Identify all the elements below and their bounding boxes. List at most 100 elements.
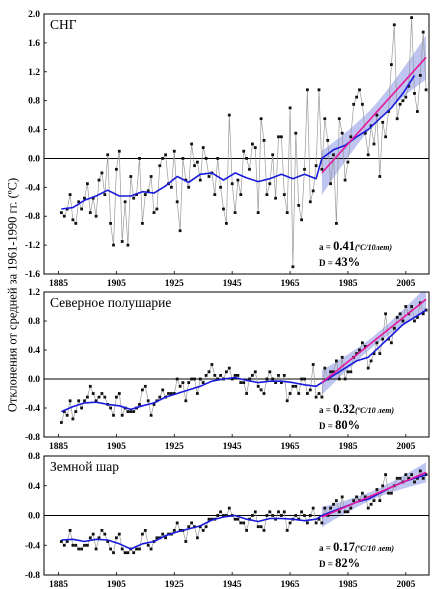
annual-data-point — [297, 392, 301, 395]
annual-data-point — [329, 370, 332, 374]
panel-title: Северное полушарие — [50, 295, 171, 310]
annual-data-point — [132, 410, 136, 413]
explained-variance: D = 43% — [319, 255, 360, 269]
annual-data-point — [175, 377, 179, 381]
annual-data-point — [395, 316, 399, 319]
annual-data-point — [216, 157, 220, 160]
annual-data-point — [366, 506, 370, 510]
annual-data-point — [126, 243, 130, 247]
annual-data-point — [143, 384, 147, 388]
annual-data-point — [384, 312, 387, 316]
annual-data-point — [190, 521, 193, 525]
annual-data-point — [146, 399, 150, 403]
annual-data-point — [213, 374, 217, 377]
y-tick-label: -0.8 — [25, 571, 40, 581]
y-tick-label: 0.8 — [28, 97, 40, 107]
annual-data-point — [175, 200, 179, 204]
annual-data-point — [346, 160, 350, 164]
annual-data-point — [115, 536, 118, 540]
annual-data-point — [213, 193, 217, 196]
annual-data-point — [300, 377, 303, 381]
annual-data-point — [372, 142, 376, 146]
x-tick-label: 1945 — [223, 279, 242, 289]
annual-data-point — [398, 102, 402, 106]
annual-data-point — [204, 374, 208, 377]
annual-data-point — [196, 536, 199, 540]
annual-data-point — [126, 551, 130, 555]
y-tick-label: -0.8 — [25, 433, 40, 443]
stats-annotation: a = 0.32(ºС/10 лет) D = 80% — [319, 402, 394, 432]
annual-data-point — [184, 399, 188, 403]
annual-data-point — [77, 200, 81, 204]
annual-data-point — [62, 214, 66, 218]
annual-data-point — [225, 370, 228, 374]
annual-data-point — [207, 175, 211, 178]
annual-data-point — [94, 399, 98, 403]
x-tick-labels: 1885 1905 1925 1945 1965 1985 2005 — [49, 279, 416, 289]
annual-data-point — [138, 403, 141, 406]
y-tick-label: 0.8 — [28, 317, 40, 327]
annual-data-point — [91, 392, 95, 395]
annual-data-point — [181, 157, 185, 160]
annual-data-point — [355, 495, 358, 499]
annual-data-point — [262, 392, 266, 395]
trend-coefficient: a = 0.17(ºС/10 лет) — [319, 540, 394, 554]
annual-data-point — [320, 521, 324, 525]
annual-data-point — [86, 182, 89, 186]
x-tick-label: 1945 — [223, 580, 242, 589]
annual-data-point — [225, 222, 228, 225]
annual-data-point — [161, 388, 165, 392]
x-tick-label: 1925 — [165, 279, 184, 289]
annual-data-point — [219, 510, 222, 514]
annual-data-point — [323, 366, 327, 370]
annual-data-point — [158, 395, 162, 399]
trend-coefficient-unit: (ºС/10 лет) — [355, 406, 394, 415]
annual-data-point — [62, 410, 66, 413]
y-tick-label: 0.4 — [28, 126, 40, 136]
annual-data-point — [109, 406, 112, 410]
annual-data-point — [421, 476, 425, 480]
annual-data-point — [271, 514, 275, 517]
annual-data-point — [410, 473, 413, 476]
annual-data-point — [416, 476, 419, 480]
annual-data-point — [329, 182, 332, 186]
annual-data-point — [222, 514, 225, 517]
annual-data-point — [204, 525, 208, 529]
annual-data-point — [418, 469, 422, 473]
annual-data-point — [109, 222, 112, 225]
annual-data-point — [308, 514, 312, 517]
annual-data-point — [282, 193, 286, 196]
annual-data-point — [227, 506, 231, 510]
annual-data-point — [106, 153, 110, 157]
annual-data-point — [172, 149, 176, 153]
annual-data-point — [256, 384, 260, 388]
annual-data-point — [390, 63, 393, 66]
x-tick-labels: 1885 1905 1925 1945 1965 1985 2005 — [49, 442, 416, 452]
annual-data-point — [358, 88, 361, 92]
annual-data-point — [361, 102, 364, 106]
annual-data-point — [277, 510, 280, 514]
x-tick-label: 1985 — [338, 279, 357, 289]
annual-data-point — [349, 506, 353, 510]
annual-data-point — [242, 381, 246, 384]
annual-data-point — [158, 164, 162, 168]
annual-data-point — [366, 366, 370, 370]
annual-data-point — [335, 499, 338, 502]
annual-data-point — [311, 363, 315, 366]
annual-data-point — [201, 146, 205, 149]
annual-data-point — [239, 521, 243, 525]
explained-variance-value: 80% — [335, 418, 360, 432]
annual-data-point — [109, 547, 112, 551]
annual-data-point — [187, 185, 191, 189]
annual-data-point — [230, 377, 234, 381]
x-tick-label: 1925 — [165, 442, 184, 452]
y-tick-labels: 2.0 1.6 1.2 0.8 0.4 0.0 -0.4 -0.8 -1.2 -1.6 — [25, 10, 40, 280]
annual-data-point — [143, 193, 147, 196]
annual-data-point — [65, 413, 69, 417]
annual-data-point — [236, 178, 240, 182]
annual-data-point — [375, 341, 379, 345]
explained-variance-value: 82% — [335, 556, 360, 570]
y-axis-label: Отклонения от средней за 1961-1990 гг. (… — [2, 145, 24, 445]
annual-data-point — [251, 514, 254, 517]
annual-data-point — [274, 196, 277, 200]
